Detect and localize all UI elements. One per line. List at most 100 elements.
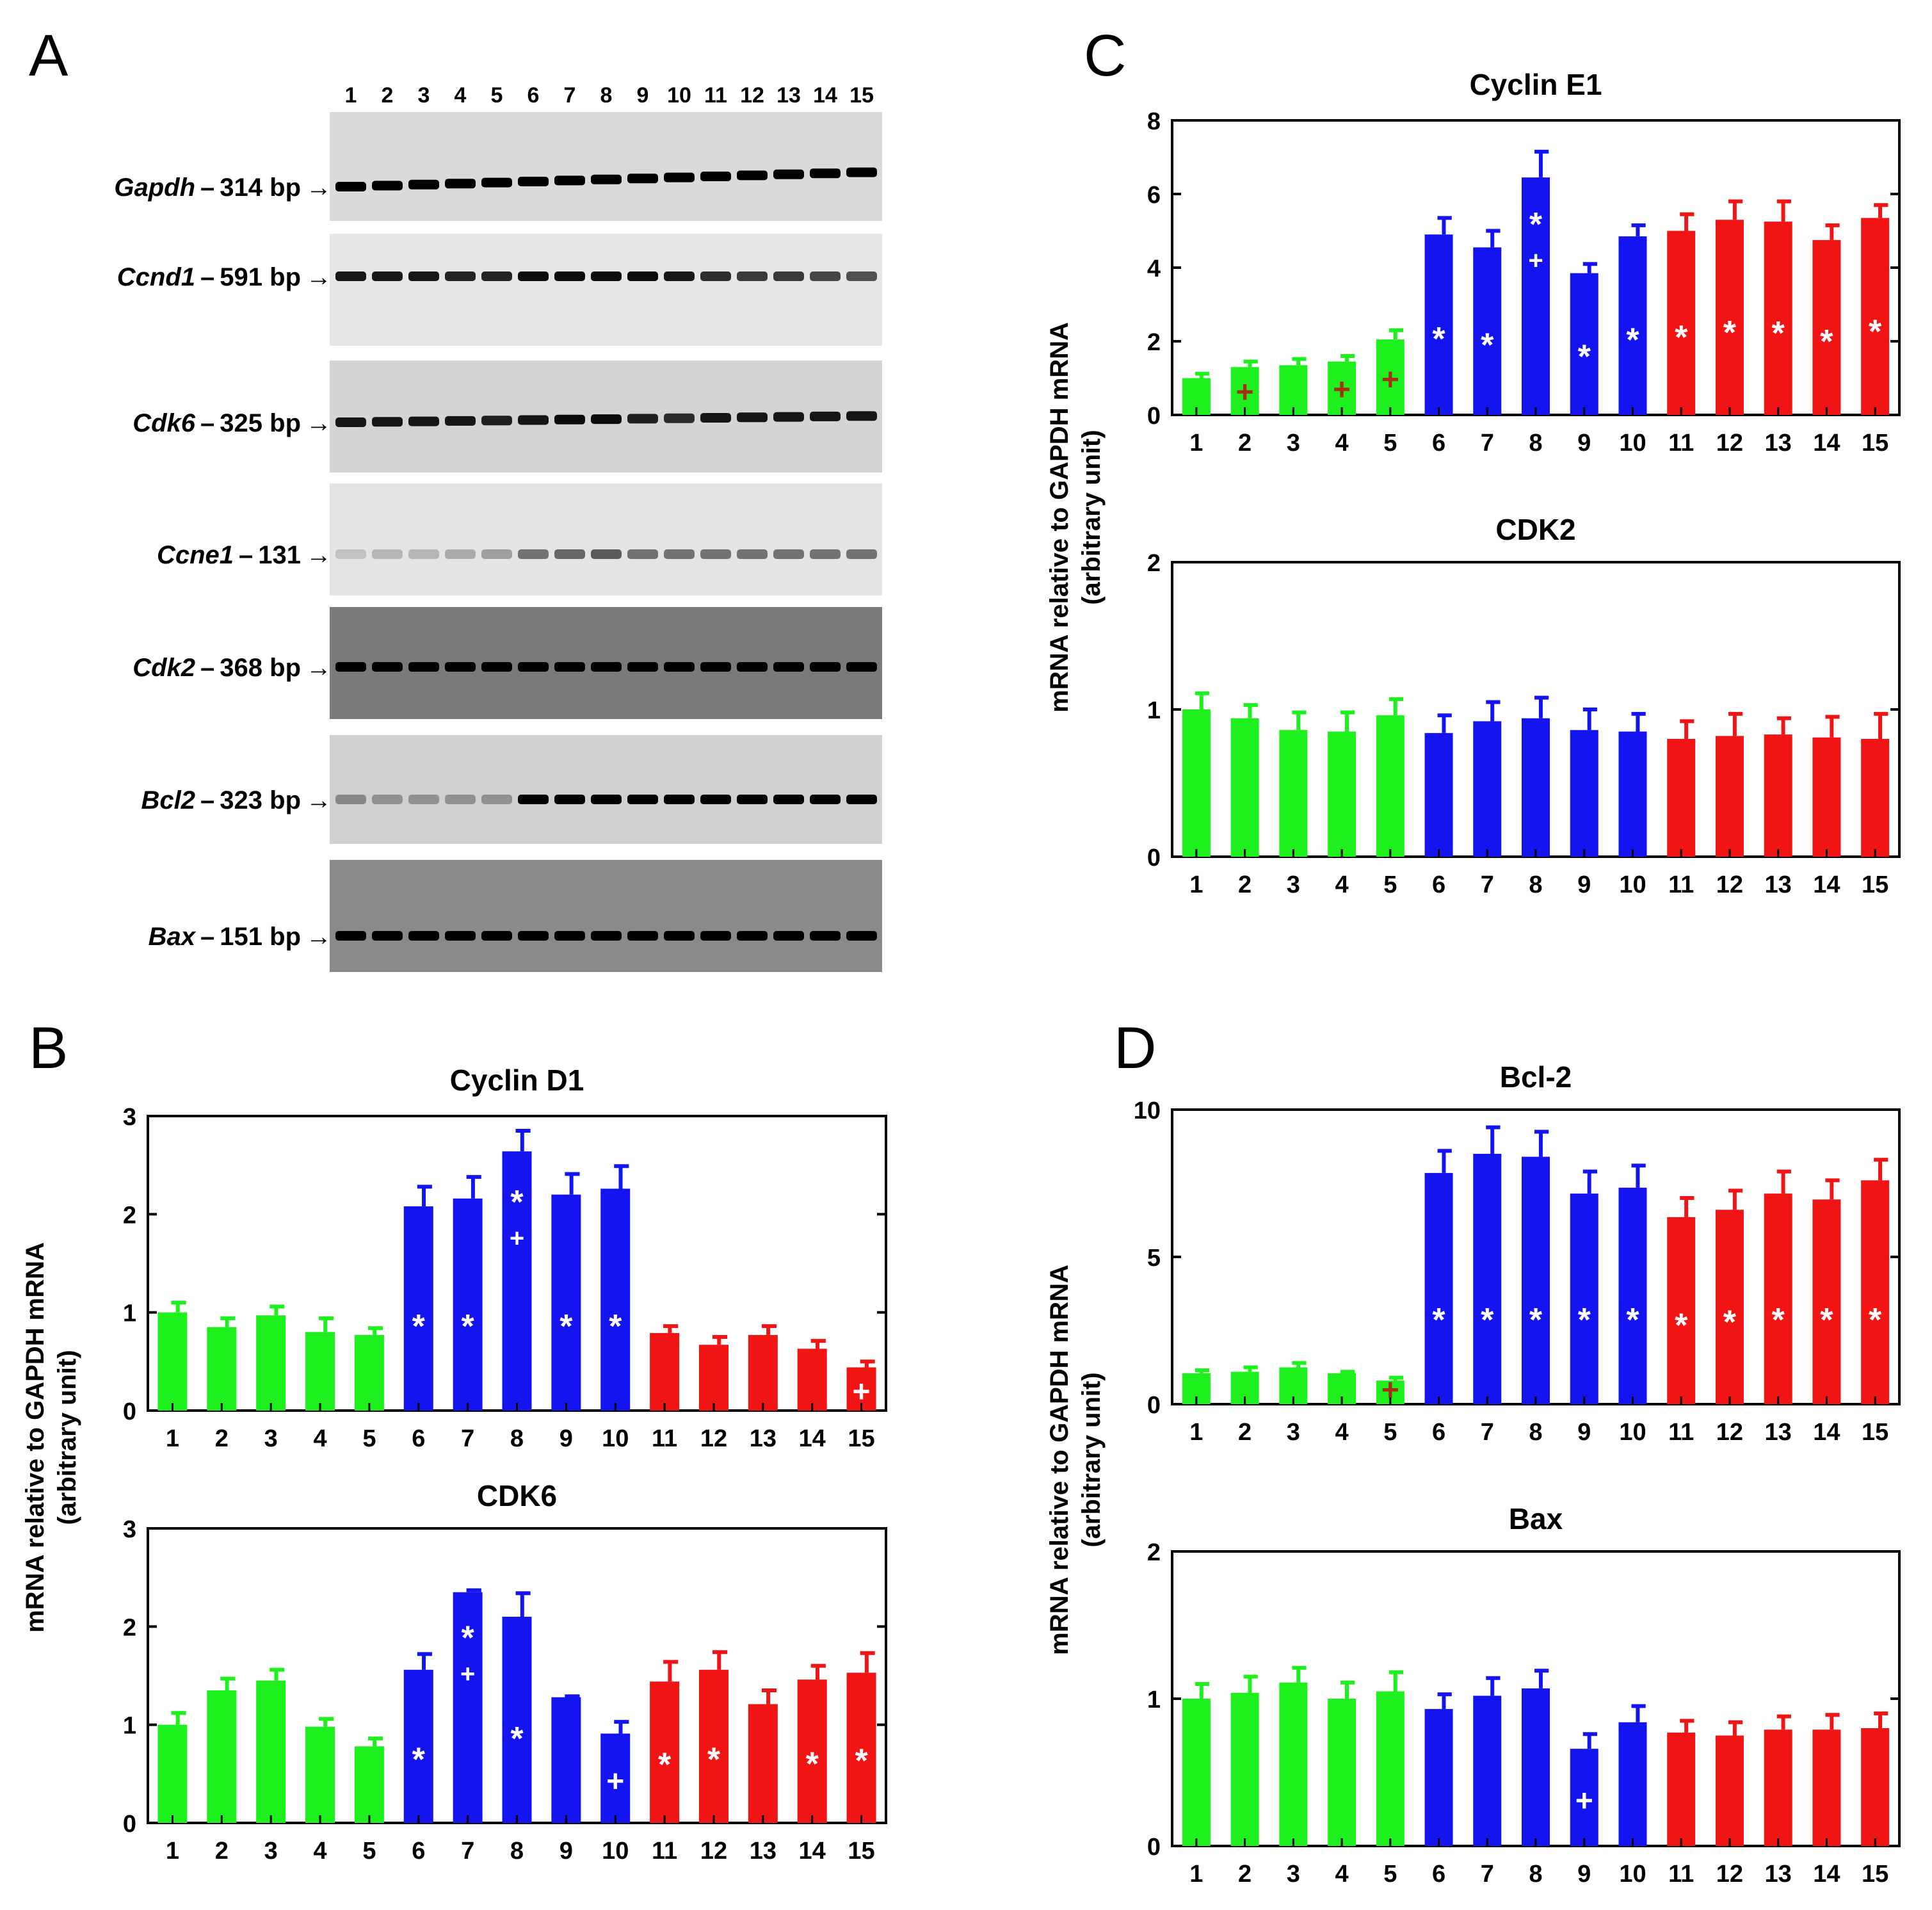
significance-marker: + (853, 1375, 871, 1409)
gel-band (846, 795, 877, 804)
gel-row-label: Ccnd1–591 bp (117, 263, 301, 291)
gel-band (554, 795, 585, 804)
bar (1861, 739, 1890, 857)
bar (453, 1592, 483, 1823)
significance-marker: * (1529, 206, 1543, 243)
gel-row-label: Cdk2–368 bp (133, 654, 301, 682)
bar (1473, 247, 1502, 415)
gel-band (335, 417, 366, 427)
gel-band (627, 174, 658, 184)
gel-band (518, 271, 549, 281)
gel-label-dash: – (200, 174, 214, 202)
bar (1279, 365, 1308, 415)
gel-band (445, 416, 476, 426)
gel-lane-number: 14 (813, 83, 837, 108)
gel-row-label: Ccne1–131 (157, 541, 301, 569)
significance-marker: * (1578, 1302, 1591, 1339)
x-tick-label: 1 (1189, 1419, 1203, 1446)
x-tick-label: 1 (166, 1838, 179, 1865)
y-tick-label: 4 (1147, 255, 1161, 282)
gel-band (445, 549, 476, 559)
x-tick-label: 7 (1481, 430, 1494, 457)
bar (797, 1679, 827, 1823)
gel-band-size: 368 bp (220, 654, 301, 682)
gel-arrow-icon: → (306, 541, 332, 569)
bar (256, 1680, 286, 1823)
y-tick-label: 2 (1147, 550, 1161, 577)
y-tick-label: 0 (1147, 1392, 1161, 1419)
bar (1522, 718, 1550, 857)
x-tick-label: 8 (1529, 430, 1542, 457)
gel-band (518, 549, 549, 559)
x-tick-label: 4 (1335, 430, 1348, 457)
gel-band (481, 795, 512, 804)
gel-band (445, 179, 476, 189)
gel-arrow-icon: → (306, 409, 332, 437)
x-tick-label: 12 (1716, 1861, 1743, 1888)
bar (1279, 1682, 1308, 1846)
x-tick-label: 11 (652, 1425, 677, 1452)
y-tick-label: 0 (123, 1811, 136, 1838)
bar (305, 1726, 335, 1823)
gel-band-size: 151 bp (220, 923, 301, 951)
gel-lane-number: 4 (455, 83, 467, 108)
bar (748, 1704, 778, 1823)
gel-band (810, 271, 841, 281)
panel-letter-c: C (1084, 23, 1126, 88)
gel-band (335, 662, 366, 672)
gel-row (330, 112, 882, 221)
x-tick-label: 15 (848, 1838, 874, 1865)
x-tick-label: 2 (215, 1425, 229, 1452)
gel-arrow-icon: → (306, 654, 332, 682)
gel-band (700, 931, 731, 941)
gel-band (627, 549, 658, 559)
gel-arrow-icon: → (306, 263, 332, 291)
gel-band-size: 323 bp (220, 786, 301, 814)
x-tick-label: 14 (799, 1425, 826, 1452)
bar (1667, 231, 1696, 415)
gel-band (810, 411, 841, 421)
gel-band (773, 412, 804, 422)
gel-row (330, 735, 882, 844)
gel-band (481, 177, 512, 188)
bar (207, 1327, 237, 1411)
gel-band (664, 271, 695, 281)
x-tick-label: 6 (1432, 1419, 1445, 1446)
x-tick-label: 13 (1765, 430, 1792, 457)
gel-band (664, 172, 695, 182)
x-tick-label: 12 (700, 1838, 727, 1865)
y-tick-label: 2 (1147, 1539, 1161, 1566)
bar (1570, 273, 1598, 415)
gel-band (335, 182, 366, 191)
y-tick-label: 10 (1134, 1097, 1161, 1124)
x-tick-label: 12 (1716, 430, 1743, 457)
gel-row-background (330, 735, 882, 844)
bar (748, 1334, 778, 1411)
x-tick-label: 3 (264, 1425, 278, 1452)
x-tick-label: 10 (602, 1425, 629, 1452)
significance-marker: * (412, 1741, 426, 1778)
gel-band (554, 175, 585, 186)
gel-lane-number: 8 (600, 83, 613, 108)
bar (698, 1345, 729, 1411)
y-tick-label: 3 (123, 1104, 136, 1131)
significance-marker: * (1432, 1302, 1445, 1339)
gel-band (846, 662, 877, 672)
gel-band (737, 931, 768, 941)
bar (1473, 721, 1502, 857)
bar (1376, 339, 1405, 415)
gel-band (445, 931, 476, 941)
gel-band (773, 662, 804, 672)
gel-band (846, 411, 877, 421)
x-tick-label: 9 (1577, 430, 1591, 457)
gel-band (737, 412, 768, 423)
gel-band (700, 172, 731, 181)
gel-band (335, 931, 366, 941)
y-tick-label: 5 (1147, 1245, 1161, 1272)
x-tick-label: 7 (461, 1838, 474, 1865)
x-tick-label: 11 (1668, 1861, 1694, 1888)
significance-marker: * (1723, 314, 1737, 352)
y-tick-label: 8 (1147, 108, 1161, 135)
